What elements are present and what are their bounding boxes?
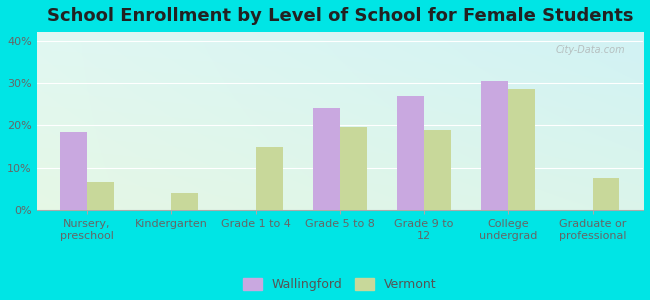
Bar: [508, 89, 535, 210]
Bar: [397, 96, 424, 210]
Bar: [255, 147, 283, 210]
Bar: [60, 132, 87, 210]
Text: City-Data.com: City-Data.com: [555, 44, 625, 55]
Bar: [313, 108, 340, 210]
Bar: [87, 182, 114, 210]
Bar: [340, 128, 367, 210]
Bar: [481, 81, 508, 210]
Bar: [172, 193, 198, 210]
Bar: [424, 130, 451, 210]
Bar: [593, 178, 619, 210]
Title: School Enrollment by Level of School for Female Students: School Enrollment by Level of School for…: [47, 7, 633, 25]
Legend: Wallingford, Vermont: Wallingford, Vermont: [238, 273, 441, 296]
